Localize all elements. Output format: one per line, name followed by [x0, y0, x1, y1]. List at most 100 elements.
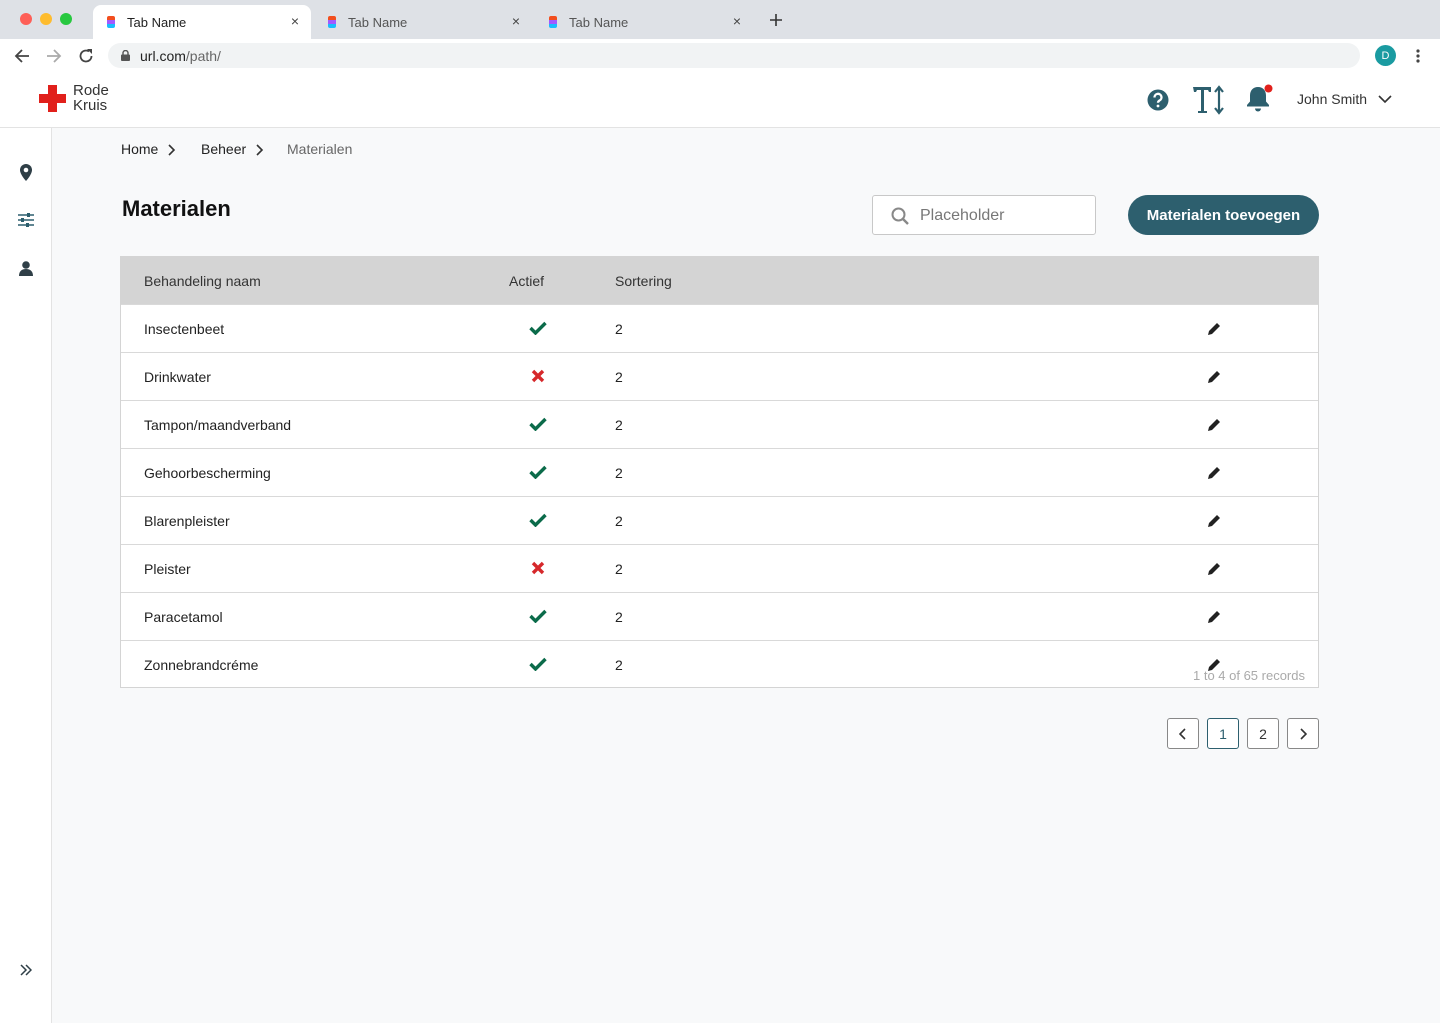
forward[interactable] [46, 48, 62, 64]
logo-cross [39, 85, 66, 112]
data-table: Behandeling naam Actief Sortering Insecten… [120, 256, 1319, 688]
row-sort: 2 [615, 561, 623, 577]
reload[interactable] [78, 48, 94, 64]
active-check [529, 657, 547, 674]
expand-sidebar[interactable] [20, 964, 32, 976]
table-row: Drinkwater 2 [121, 352, 1318, 400]
active-check [529, 417, 547, 434]
table-row: Insectenbeet 2 [121, 304, 1318, 352]
browser-tab[interactable]: Tab Name × [93, 5, 311, 39]
active-check [529, 609, 547, 626]
table-row: Paracetamol 2 [121, 592, 1318, 640]
table-row: Zonnebrandcréme 2 [121, 640, 1318, 688]
tab-bar: Tab Name × Tab Name × Tab Name × [0, 0, 1440, 39]
row-sort: 2 [615, 657, 623, 673]
edit-button[interactable] [1207, 418, 1221, 435]
row-name: Tampon/maandverband [144, 417, 292, 433]
table-row: Gehoorbescherming 2 [121, 448, 1318, 496]
edit-button[interactable] [1207, 514, 1221, 531]
logo-line: Kruis [73, 97, 108, 114]
row-sort: 2 [615, 609, 623, 625]
logo-text: Rode Kruis [73, 83, 109, 113]
breadcrumb-item[interactable]: Home [121, 141, 159, 157]
user-name[interactable]: John Smith [1297, 91, 1368, 107]
sidebar [0, 128, 52, 1023]
breadcrumb-separator [168, 143, 176, 161]
row-name: Insectenbeet [144, 321, 225, 337]
url-host: url.com [140, 47, 186, 64]
close-window[interactable] [20, 13, 32, 25]
active-check [529, 465, 547, 482]
browser-tab[interactable]: Tab Name × [314, 5, 532, 39]
edit-button[interactable] [1207, 658, 1221, 675]
column-header: Actief [509, 273, 545, 289]
tab-close[interactable]: × [290, 13, 299, 29]
tab-favicon [107, 16, 115, 28]
prev-page[interactable] [1167, 718, 1199, 749]
edit-button[interactable] [1207, 562, 1221, 579]
table-row: Blarenpleister 2 [121, 496, 1318, 544]
tab-title: Tab Name [127, 14, 187, 30]
inactive-cross [531, 561, 545, 578]
search-field[interactable]: Placeholder [872, 195, 1096, 235]
row-name: Blarenpleister [144, 513, 230, 529]
tab-title: Tab Name [348, 14, 408, 30]
breadcrumb-item[interactable]: Beheer [201, 141, 247, 157]
row-sort: 2 [615, 513, 623, 529]
tab-title: Tab Name [569, 14, 629, 30]
active-check [529, 321, 547, 338]
inactive-cross [531, 369, 545, 386]
minimize-window[interactable] [40, 13, 52, 25]
page-button[interactable]: 2 [1247, 718, 1279, 749]
active-check [529, 513, 547, 530]
table-row: Pleister 2 [121, 544, 1318, 592]
row-name: Paracetamol [144, 609, 223, 625]
row-sort: 2 [615, 417, 623, 433]
column-header: Sortering [615, 273, 672, 289]
row-sort: 2 [615, 465, 623, 481]
row-name: Drinkwater [144, 369, 211, 385]
menu[interactable] [1415, 48, 1421, 64]
table-row: Tampon/maandverband 2 [121, 400, 1318, 448]
text-size[interactable] [1192, 85, 1226, 115]
row-sort: 2 [615, 369, 623, 385]
table-header: Behandeling naam Actief Sortering [121, 257, 1318, 304]
user-menu[interactable] [1378, 95, 1392, 104]
notifications[interactable] [1245, 84, 1273, 114]
add-button[interactable]: Materialen toevoegen [1128, 195, 1319, 235]
tab-close[interactable]: × [511, 13, 520, 29]
page-title: Materialen [122, 196, 231, 221]
nav-settings[interactable] [18, 212, 34, 228]
browser-tab[interactable]: Tab Name × [535, 5, 753, 39]
next-page[interactable] [1287, 718, 1319, 749]
records-info: 1 to 4 of 65 records [1192, 668, 1305, 683]
search-placeholder: Placeholder [920, 207, 1005, 224]
app-header: Rode Kruis John Smith [0, 72, 1440, 128]
logo-line: Rode [73, 82, 109, 99]
tab-favicon [328, 16, 336, 28]
page-button[interactable]: 1 [1207, 718, 1239, 749]
breadcrumb-separator [256, 143, 264, 161]
tab-close[interactable]: × [732, 13, 741, 29]
tab-favicon [549, 16, 557, 28]
lock-icon [121, 50, 130, 61]
row-name: Zonnebrandcréme [144, 657, 259, 673]
search-icon [891, 207, 909, 225]
row-name: Gehoorbescherming [144, 465, 271, 481]
row-sort: 2 [615, 321, 623, 337]
url-field[interactable]: url.com/path/ [108, 43, 1360, 68]
edit-button[interactable] [1207, 370, 1221, 387]
edit-button[interactable] [1207, 610, 1221, 627]
profile[interactable]: D [1375, 45, 1396, 66]
breadcrumb-item: Materialen [287, 141, 353, 157]
edit-button[interactable] [1207, 322, 1221, 339]
nav-locations[interactable] [20, 164, 32, 181]
new-tab[interactable] [769, 13, 783, 27]
nav-users[interactable] [19, 261, 33, 276]
maximize-window[interactable] [60, 13, 72, 25]
row-name: Pleister [144, 561, 191, 577]
back[interactable] [14, 48, 30, 64]
edit-button[interactable] [1207, 466, 1221, 483]
help[interactable] [1147, 89, 1169, 111]
